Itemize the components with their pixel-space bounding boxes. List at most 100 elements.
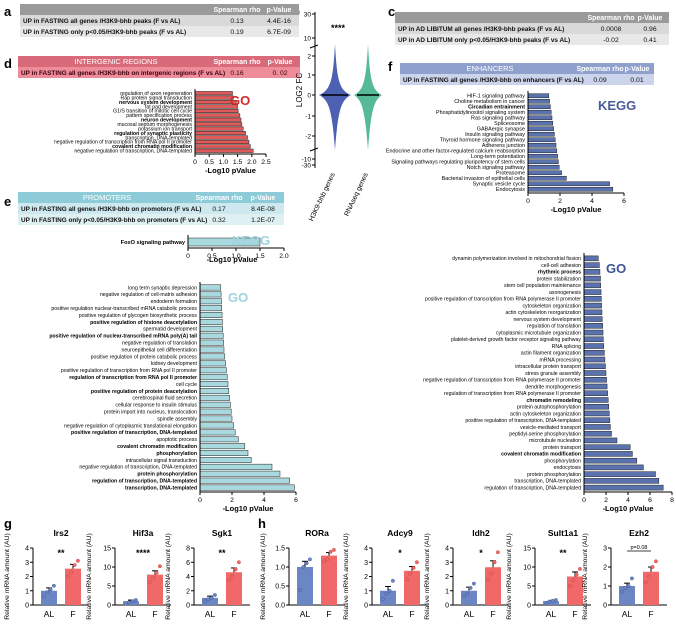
- x-axis-label: -Log10 pValue: [207, 255, 258, 264]
- table-cell-rho: -0.02: [603, 37, 619, 44]
- category-label: regulation of transcription from RNA pol…: [69, 375, 197, 381]
- data-point: [486, 577, 490, 582]
- data-point: [489, 571, 494, 576]
- x-axis-label: -Log10 pValue: [223, 504, 274, 513]
- bar: [527, 104, 551, 110]
- bar: [194, 95, 234, 100]
- bar: [583, 302, 602, 309]
- data-point: [468, 586, 473, 590]
- bar: [583, 376, 607, 383]
- data-point: [405, 577, 409, 582]
- y-tick-label: 0: [527, 603, 531, 610]
- bar: [199, 415, 233, 422]
- y-tick-label: 5: [527, 584, 531, 591]
- category-label: negative regulation of cell-matrix adhes…: [100, 292, 197, 298]
- table-cell-pvalue: 0.96: [643, 26, 656, 33]
- y-tick-label: 0: [25, 603, 29, 610]
- bar: [583, 471, 656, 477]
- group-label: F: [70, 609, 75, 619]
- data-point: [328, 549, 333, 554]
- y-tick-label: 1.5: [275, 546, 285, 553]
- category-label: nervous system development: [514, 317, 582, 323]
- data-point: [127, 600, 132, 605]
- bar: [199, 381, 229, 387]
- category-label: axonogenesis: [549, 290, 581, 296]
- data-point: [69, 570, 74, 575]
- category-label: Proteasome: [496, 171, 525, 177]
- panel-label-f: f: [388, 59, 393, 74]
- bar: [583, 383, 608, 390]
- bar: [527, 186, 614, 192]
- y-tick-label: 0: [445, 603, 449, 610]
- data-point: [206, 597, 211, 602]
- x-axis-label: -Log10 pValue: [205, 166, 256, 175]
- category-label: protein phosphorylation: [527, 472, 581, 478]
- table-header-bg: [18, 192, 284, 203]
- data-point: [650, 565, 655, 569]
- category-label: HIF-1 signaling pathway: [467, 94, 525, 100]
- table-row-bg: [18, 214, 284, 225]
- category-label: cell cycle: [176, 382, 197, 388]
- violin-shape: [354, 44, 382, 150]
- category-label: cellular response to insulin stimulus: [115, 403, 197, 409]
- y-tick-label: 10: [523, 565, 531, 572]
- bar: [199, 325, 223, 332]
- bar: [199, 429, 236, 436]
- significance: ****: [136, 548, 151, 558]
- bar: [199, 353, 226, 360]
- data-point: [390, 578, 395, 583]
- bar: [583, 370, 607, 376]
- bar: [199, 374, 228, 381]
- chart-g-sgk1: Sgk1 0 2 4 6 8 Relative mRNA amount (AU) AL F **: [165, 528, 250, 620]
- group-label: AL: [464, 609, 475, 619]
- table-row-label: UP in AD LIBITUM all genes /H3K9-bhb pea…: [398, 26, 564, 33]
- bar: [199, 436, 239, 443]
- bar: [583, 336, 604, 343]
- bar: [583, 350, 605, 356]
- category-label: negative regulation of transcription fro…: [423, 378, 581, 384]
- category-label: negative regulation of transcription fro…: [54, 140, 192, 146]
- table-cell-pvalue: 0.41: [643, 37, 656, 44]
- category-label: Insulin signaling pathway: [465, 132, 525, 138]
- data-point: [495, 550, 500, 555]
- data-point: [230, 574, 235, 579]
- bar: [199, 394, 230, 401]
- y-tick-label: 2: [186, 588, 190, 595]
- chart-h-rora: RORa 0.0 0.5 1.0 1.5 Relative mRNA amount (AU…: [260, 528, 345, 620]
- category-label: long term synaptic depression: [128, 285, 197, 291]
- category-label: regulation of transcription, DNA-templat…: [92, 478, 197, 484]
- group-label: F: [231, 609, 236, 619]
- category-label: Circadian entrainment: [468, 105, 525, 111]
- category-label: cerebrospinal fluid secretion: [132, 396, 197, 402]
- table-header-bg: [400, 63, 654, 74]
- data-point: [554, 598, 558, 602]
- category-label: kidney development: [151, 361, 198, 367]
- category-label: regulation of transcription, DNA-templat…: [484, 485, 581, 491]
- data-point: [630, 576, 634, 581]
- category-label: regulation of transcription from RNA pol…: [444, 391, 581, 397]
- table-row-label: UP in FASTING only p<0.05/H3K9-bhb peaks…: [23, 29, 186, 36]
- bar: [194, 91, 233, 96]
- bar: [65, 568, 81, 605]
- bar: [194, 135, 248, 140]
- y-tick-label: 0: [107, 603, 111, 610]
- category-label: actin filament organization: [521, 351, 581, 357]
- data-point: [157, 564, 162, 569]
- table-header-cell: p-Value: [625, 66, 650, 73]
- axis-break: [309, 147, 319, 152]
- data-point: [620, 589, 624, 594]
- y-tick-label: 1: [364, 588, 368, 595]
- group-label: AL: [205, 609, 216, 619]
- table-cell-pvalue: 6.7E-09: [267, 29, 291, 36]
- category-label: regulation of translation: [527, 324, 581, 330]
- bar: [583, 363, 606, 370]
- table-row-label: UP in FASTING all genes /H3K9-bhb on pro…: [21, 206, 201, 213]
- bar: [199, 484, 295, 491]
- bar: [583, 417, 611, 423]
- gene-title: Ezh2: [629, 528, 649, 538]
- category-label: G1/S transition of mitotic cell cycle: [113, 109, 192, 115]
- table-row-bg: [400, 74, 654, 85]
- bar: [583, 464, 644, 471]
- chart-h-sult1a1: Sult1a1 0 5 10 15 Relative mRNA amount (AU) AL…: [506, 528, 591, 620]
- table-cell-rho: 0.09: [593, 77, 606, 84]
